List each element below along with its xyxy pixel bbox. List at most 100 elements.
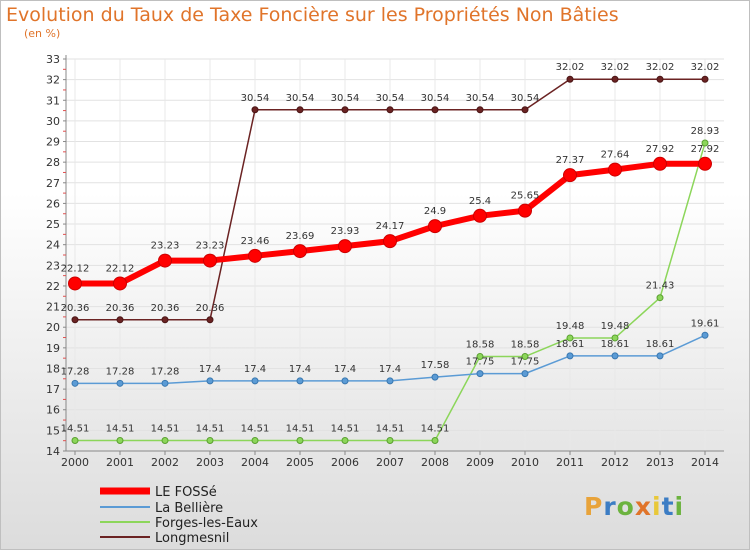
legend-label-3: Longmesnil [155,531,229,546]
series-2-point-2003 [206,436,214,444]
series-3-point-2005 [296,106,304,114]
series-2-label-2003: 14.51 [196,423,225,434]
x-tick-label-2004: 2004 [241,456,269,469]
series-3-label-2012: 32.02 [601,62,630,73]
series-0-point-2014 [698,156,712,171]
series-1-point-2001 [116,379,124,387]
x-tick-label-2012: 2012 [601,456,629,469]
y-tick-label-22: 22 [46,280,60,293]
legend-label-2: Forges-les-Eaux [155,516,258,531]
series-0-label-2014: 27.92 [691,144,720,155]
series-3-point-2006 [341,106,349,114]
series-0-point-2008 [428,219,442,234]
y-tick-label-24: 24 [46,239,60,252]
series-0-label-2003: 23.23 [196,241,225,252]
series-2-point-2008 [431,436,439,444]
series-2-point-2004 [251,436,259,444]
x-tick-label-2010: 2010 [511,456,539,469]
x-tick-label-2009: 2009 [466,456,494,469]
series-0-label-2004: 23.46 [241,236,270,247]
series-3-point-2008 [431,106,439,114]
chart-title: Evolution du Taux de Taxe Foncière sur l… [6,4,619,26]
series-2-point-2012 [611,334,619,342]
series-2-point-2006 [341,436,349,444]
series-2-label-2014: 28.93 [691,126,720,137]
series-3-point-2002 [161,316,169,324]
series-1-point-2008 [431,373,439,381]
y-tick-label-20: 20 [46,321,60,334]
legend-label-1: La Bellière [155,501,223,516]
x-tick-label-2007: 2007 [376,456,404,469]
series-2-label-2009: 18.58 [466,340,495,351]
series-1-point-2007 [386,377,394,385]
series-1-point-2002 [161,379,169,387]
proxiti-logo: Proxiti [584,492,684,521]
x-tick-label-2006: 2006 [331,456,359,469]
x-tick-label-2003: 2003 [196,456,224,469]
series-1-label-2006: 17.4 [334,364,356,375]
x-tick-label-2013: 2013 [646,456,674,469]
series-0-label-2007: 24.17 [376,221,405,232]
series-1-point-2012 [611,352,619,360]
series-0-label-2012: 27.64 [601,150,630,161]
series-1-point-2005 [296,377,304,385]
series-1-point-2014 [701,331,709,339]
y-tick-label-18: 18 [46,362,60,375]
x-tick-label-2008: 2008 [421,456,449,469]
series-2-label-2006: 14.51 [331,423,360,434]
x-tick-label-2000: 2000 [61,456,89,469]
series-3-label-2004: 30.54 [241,93,270,104]
series-3-point-2007 [386,106,394,114]
series-2-point-2001 [116,436,124,444]
series-1-label-2012: 18.61 [601,339,630,350]
series-0-point-2002 [158,253,172,268]
series-0-point-2001 [113,276,127,291]
series-2-label-2000: 14.51 [61,423,90,434]
x-tick-label-2005: 2005 [286,456,314,469]
series-3-point-2011 [566,75,574,83]
legend-label-0: LE FOSSé [155,485,217,500]
series-0-label-2010: 25.65 [511,191,540,202]
series-1-label-2010: 17.75 [511,357,540,368]
y-tick-label-33: 33 [46,53,60,66]
series-1-point-2006 [341,377,349,385]
series-3-label-2010: 30.54 [511,93,540,104]
series-0-point-2010 [518,203,532,218]
series-2-point-2010 [521,353,529,361]
logo-letter: x [634,492,652,521]
series-2-point-2009 [476,353,484,361]
series-3-label-2007: 30.54 [376,93,405,104]
series-1-label-2008: 17.58 [421,360,450,371]
y-tick-label-30: 30 [46,115,60,128]
y-tick-label-19: 19 [46,342,60,355]
series-0-label-2005: 23.69 [286,231,315,242]
series-0-point-2013 [653,156,667,171]
series-2-point-2005 [296,436,304,444]
series-2-label-2013: 21.43 [646,281,675,292]
x-tick-label-2001: 2001 [106,456,134,469]
series-0-label-2013: 27.92 [646,144,675,155]
y-tick-label-26: 26 [46,197,60,210]
series-0-label-2006: 23.93 [331,226,360,237]
logo-letter: t [661,492,675,521]
series-0-point-2011 [563,168,577,183]
y-tick-label-25: 25 [46,218,60,231]
series-1-label-2001: 17.28 [106,366,135,377]
series-1-label-2003: 17.4 [199,364,221,375]
series-0-label-2002: 23.23 [151,241,180,252]
y-tick-label-28: 28 [46,156,60,169]
series-0-point-2000 [68,276,82,291]
series-1-label-2005: 17.4 [289,364,311,375]
series-3-point-2013 [656,75,664,83]
series-1-point-2010 [521,370,529,378]
series-0-point-2004 [248,248,262,263]
series-0-point-2006 [338,239,352,254]
y-axis-unit: (en %) [24,27,61,40]
series-2-point-2013 [656,294,664,302]
logo-letter: i [674,492,685,521]
y-tick-label-23: 23 [46,259,60,272]
series-3-point-2009 [476,106,484,114]
series-0-label-2008: 24.9 [424,206,446,217]
